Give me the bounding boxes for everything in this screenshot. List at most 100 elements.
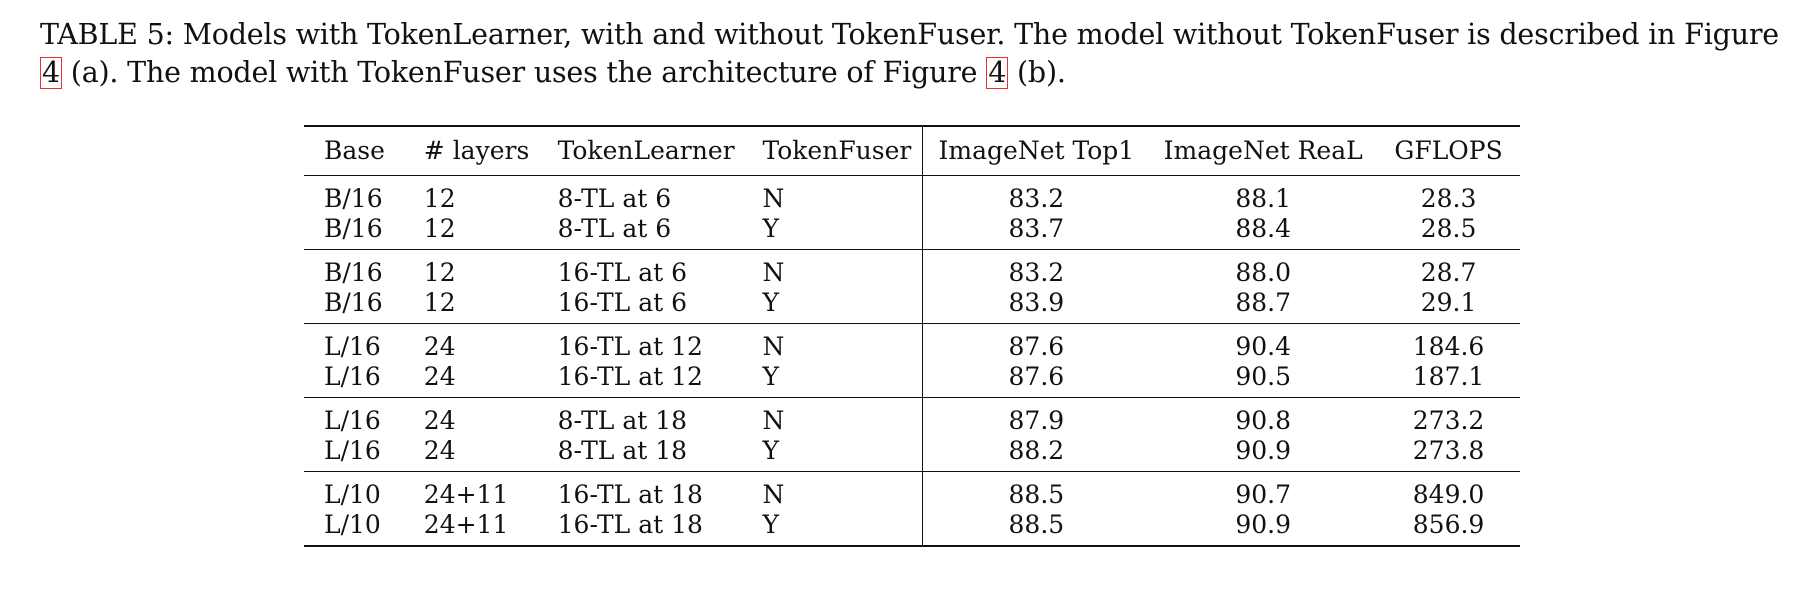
cell-base: B/16 (324, 288, 383, 317)
table-row-group: B/16 12 16-TL at 6 N 83.2 88.0 28.7 B/16 12 16-TL… (304, 249, 1520, 324)
cell-imagenet-top1: 87.6 (1008, 332, 1065, 361)
cell-layers: 24 (423, 406, 456, 435)
cell-gflops: 29.1 (1420, 288, 1477, 317)
cell-tokenlearner: 8-TL at 18 (557, 436, 688, 465)
table-row-group: L/16 24 8-TL at 18 N 87.9 90.8 273.2 L/16 24 8-TL… (304, 397, 1520, 472)
cell-imagenet-top1: 83.7 (1008, 214, 1065, 243)
figure-ref-link-1[interactable]: 4 (40, 56, 62, 89)
cell-gflops: 856.9 (1412, 510, 1485, 539)
cell-base: L/10 (324, 480, 381, 509)
cell-tokenfuser: Y (762, 510, 924, 546)
cell-tokenlearner: 16-TL at 12 (557, 362, 703, 391)
cell-gflops: 273.2 (1412, 406, 1485, 435)
table-row: B/16 12 16-TL at 6 Y 83.9 88.7 29.1 (304, 288, 1520, 324)
cell-base: L/16 (324, 332, 381, 361)
cell-gflops: 28.5 (1420, 214, 1477, 243)
cell-tokenfuser: Y (762, 362, 924, 398)
cell-base: B/16 (324, 258, 383, 287)
cell-imagenet-real: 90.9 (1235, 510, 1292, 539)
cell-gflops: 184.6 (1412, 332, 1485, 361)
table-row-group: L/16 24 16-TL at 12 N 87.6 90.4 184.6 L/16 24 16-… (304, 323, 1520, 398)
cell-imagenet-top1: 88.2 (1008, 436, 1065, 465)
cell-imagenet-top1: 87.6 (1008, 362, 1065, 391)
header-base: Base (324, 136, 385, 165)
cell-tokenfuser: N (762, 471, 924, 510)
cell-base: L/10 (324, 510, 381, 539)
header-tokenlearner: TokenLearner (557, 136, 735, 165)
cell-tokenlearner: 8-TL at 6 (557, 214, 672, 243)
cell-imagenet-real: 90.8 (1235, 406, 1292, 435)
cell-layers: 24 (423, 436, 456, 465)
header-imagenet-real: ImageNet ReaL (1163, 136, 1363, 165)
cell-tokenfuser: N (762, 397, 924, 436)
table-row: L/10 24+11 16-TL at 18 Y 88.5 90.9 856.9 (304, 510, 1520, 546)
cell-base: B/16 (324, 214, 383, 243)
cell-tokenlearner: 8-TL at 18 (557, 406, 688, 435)
header-tokenfuser: TokenFuser (762, 126, 924, 176)
cell-imagenet-real: 90.9 (1235, 436, 1292, 465)
cell-imagenet-real: 88.7 (1235, 288, 1292, 317)
table-row: L/16 24 8-TL at 18 Y 88.2 90.9 273.8 (304, 436, 1520, 472)
cell-base: B/16 (324, 184, 383, 213)
table-row: B/16 12 16-TL at 6 N 83.2 88.0 28.7 (304, 249, 1520, 288)
cell-tokenlearner: 16-TL at 18 (557, 510, 703, 539)
figure-ref-link-2[interactable]: 4 (986, 56, 1009, 89)
cell-imagenet-real: 90.4 (1235, 332, 1292, 361)
cell-layers: 24 (423, 362, 456, 391)
cell-tokenfuser: Y (762, 214, 924, 250)
cell-imagenet-real: 90.5 (1235, 362, 1292, 391)
cell-imagenet-real: 90.7 (1235, 480, 1292, 509)
cell-gflops: 273.8 (1412, 436, 1485, 465)
cell-imagenet-top1: 88.5 (1008, 480, 1065, 509)
cell-tokenfuser: Y (762, 288, 924, 324)
cell-gflops: 28.7 (1420, 258, 1477, 287)
cell-base: L/16 (324, 406, 381, 435)
cell-imagenet-top1: 87.9 (1008, 406, 1065, 435)
cell-layers: 24 (423, 332, 456, 361)
cell-tokenlearner: 16-TL at 6 (557, 288, 688, 317)
table-row: B/16 12 8-TL at 6 Y 83.7 88.4 28.5 (304, 214, 1520, 250)
cell-base: L/16 (324, 362, 381, 391)
caption-text-1: TABLE 5: Models with TokenLearner, with … (40, 18, 1779, 51)
cell-imagenet-real: 88.4 (1235, 214, 1292, 243)
cell-tokenlearner: 16-TL at 12 (557, 332, 703, 361)
cell-layers: 12 (423, 288, 456, 317)
cell-layers: 24+11 (423, 480, 509, 509)
cell-layers: 12 (423, 214, 456, 243)
table-row: L/10 24+11 16-TL at 18 N 88.5 90.7 849.0 (304, 471, 1520, 510)
table-header-row: Base # layers TokenLearner TokenFuser Im… (304, 126, 1520, 176)
table-row: B/16 12 8-TL at 6 N 83.2 88.1 28.3 (304, 175, 1520, 214)
cell-imagenet-real: 88.1 (1235, 184, 1292, 213)
cell-imagenet-real: 88.0 (1235, 258, 1292, 287)
cell-imagenet-top1: 83.2 (1008, 184, 1065, 213)
cell-tokenfuser: Y (762, 436, 924, 472)
cell-tokenlearner: 16-TL at 6 (557, 258, 688, 287)
header-gflops: GFLOPS (1394, 136, 1503, 165)
table-row-group: B/16 12 8-TL at 6 N 83.2 88.1 28.3 B/16 12 8-TL a… (304, 175, 1520, 250)
table-row: L/16 24 16-TL at 12 N 87.6 90.4 184.6 (304, 323, 1520, 362)
cell-tokenfuser: N (762, 323, 924, 362)
results-table: Base # layers TokenLearner TokenFuser Im… (304, 125, 1520, 547)
cell-gflops: 28.3 (1420, 184, 1477, 213)
cell-imagenet-top1: 83.9 (1008, 288, 1065, 317)
cell-tokenlearner: 16-TL at 18 (557, 480, 703, 509)
header-imagenet-top1: ImageNet Top1 (938, 136, 1135, 165)
table-row-group: L/10 24+11 16-TL at 18 N 88.5 90.7 849.0 L/10 24… (304, 471, 1520, 546)
cell-gflops: 849.0 (1412, 480, 1485, 509)
caption-text-2: (a). The model with TokenFuser uses the … (61, 56, 987, 89)
cell-gflops: 187.1 (1412, 362, 1485, 391)
caption-text-3: (b). (1008, 56, 1066, 89)
cell-layers: 12 (423, 184, 456, 213)
cell-layers: 24+11 (423, 510, 509, 539)
table-caption: TABLE 5: Models with TokenLearner, with … (40, 16, 1780, 92)
cell-tokenlearner: 8-TL at 6 (557, 184, 672, 213)
header-layers: # layers (423, 136, 530, 165)
cell-tokenfuser: N (762, 249, 924, 288)
cell-imagenet-top1: 83.2 (1008, 258, 1065, 287)
cell-imagenet-top1: 88.5 (1008, 510, 1065, 539)
cell-base: L/16 (324, 436, 381, 465)
cell-tokenfuser: N (762, 175, 924, 214)
table-row: L/16 24 16-TL at 12 Y 87.6 90.5 187.1 (304, 362, 1520, 398)
results-table-container: Base # layers TokenLearner TokenFuser Im… (304, 125, 1520, 547)
table-row: L/16 24 8-TL at 18 N 87.9 90.8 273.2 (304, 397, 1520, 436)
